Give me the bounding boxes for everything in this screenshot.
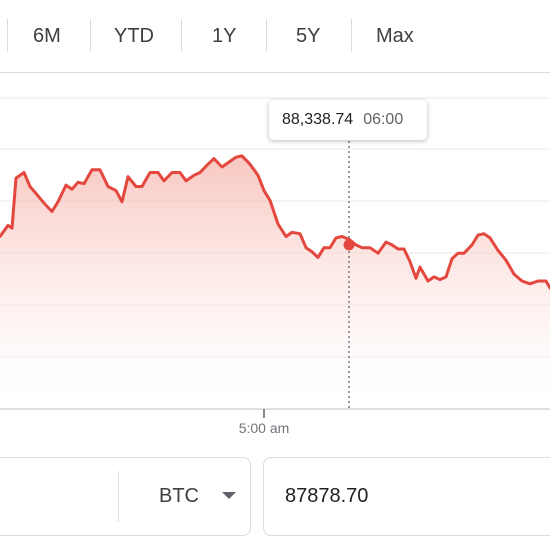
tab-ytd[interactable]: YTD [114,25,154,47]
price-chart[interactable] [0,73,550,443]
amount-value[interactable]: 87878.70 [285,485,369,507]
tab-6m[interactable]: 6M [33,25,61,47]
tab-divider [181,19,182,52]
select-divider [118,471,119,522]
range-tabs: 6M YTD 1Y 5Y Max [0,0,550,73]
tooltip-time: 06:00 [363,111,404,128]
tab-divider [266,19,267,52]
amount-field[interactable]: 87878.70 [263,457,550,536]
price-area [0,155,550,409]
price-tooltip: 88,338.74 06:00 [269,100,427,140]
tab-divider [90,19,91,52]
tab-divider [7,19,8,52]
price-line [0,154,550,290]
tab-5y[interactable]: 5Y [296,25,321,47]
currency-select[interactable]: BTC [0,457,251,536]
tab-max[interactable]: Max [376,25,414,47]
hover-point [343,239,355,251]
tab-1y[interactable]: 1Y [212,25,237,47]
tooltip-price: 88,338.74 [282,111,354,128]
chevron-down-icon[interactable] [222,492,236,499]
x-axis-label: 5:00 am [238,420,290,436]
currency-select-value: BTC [159,485,199,507]
tab-divider [351,19,352,52]
